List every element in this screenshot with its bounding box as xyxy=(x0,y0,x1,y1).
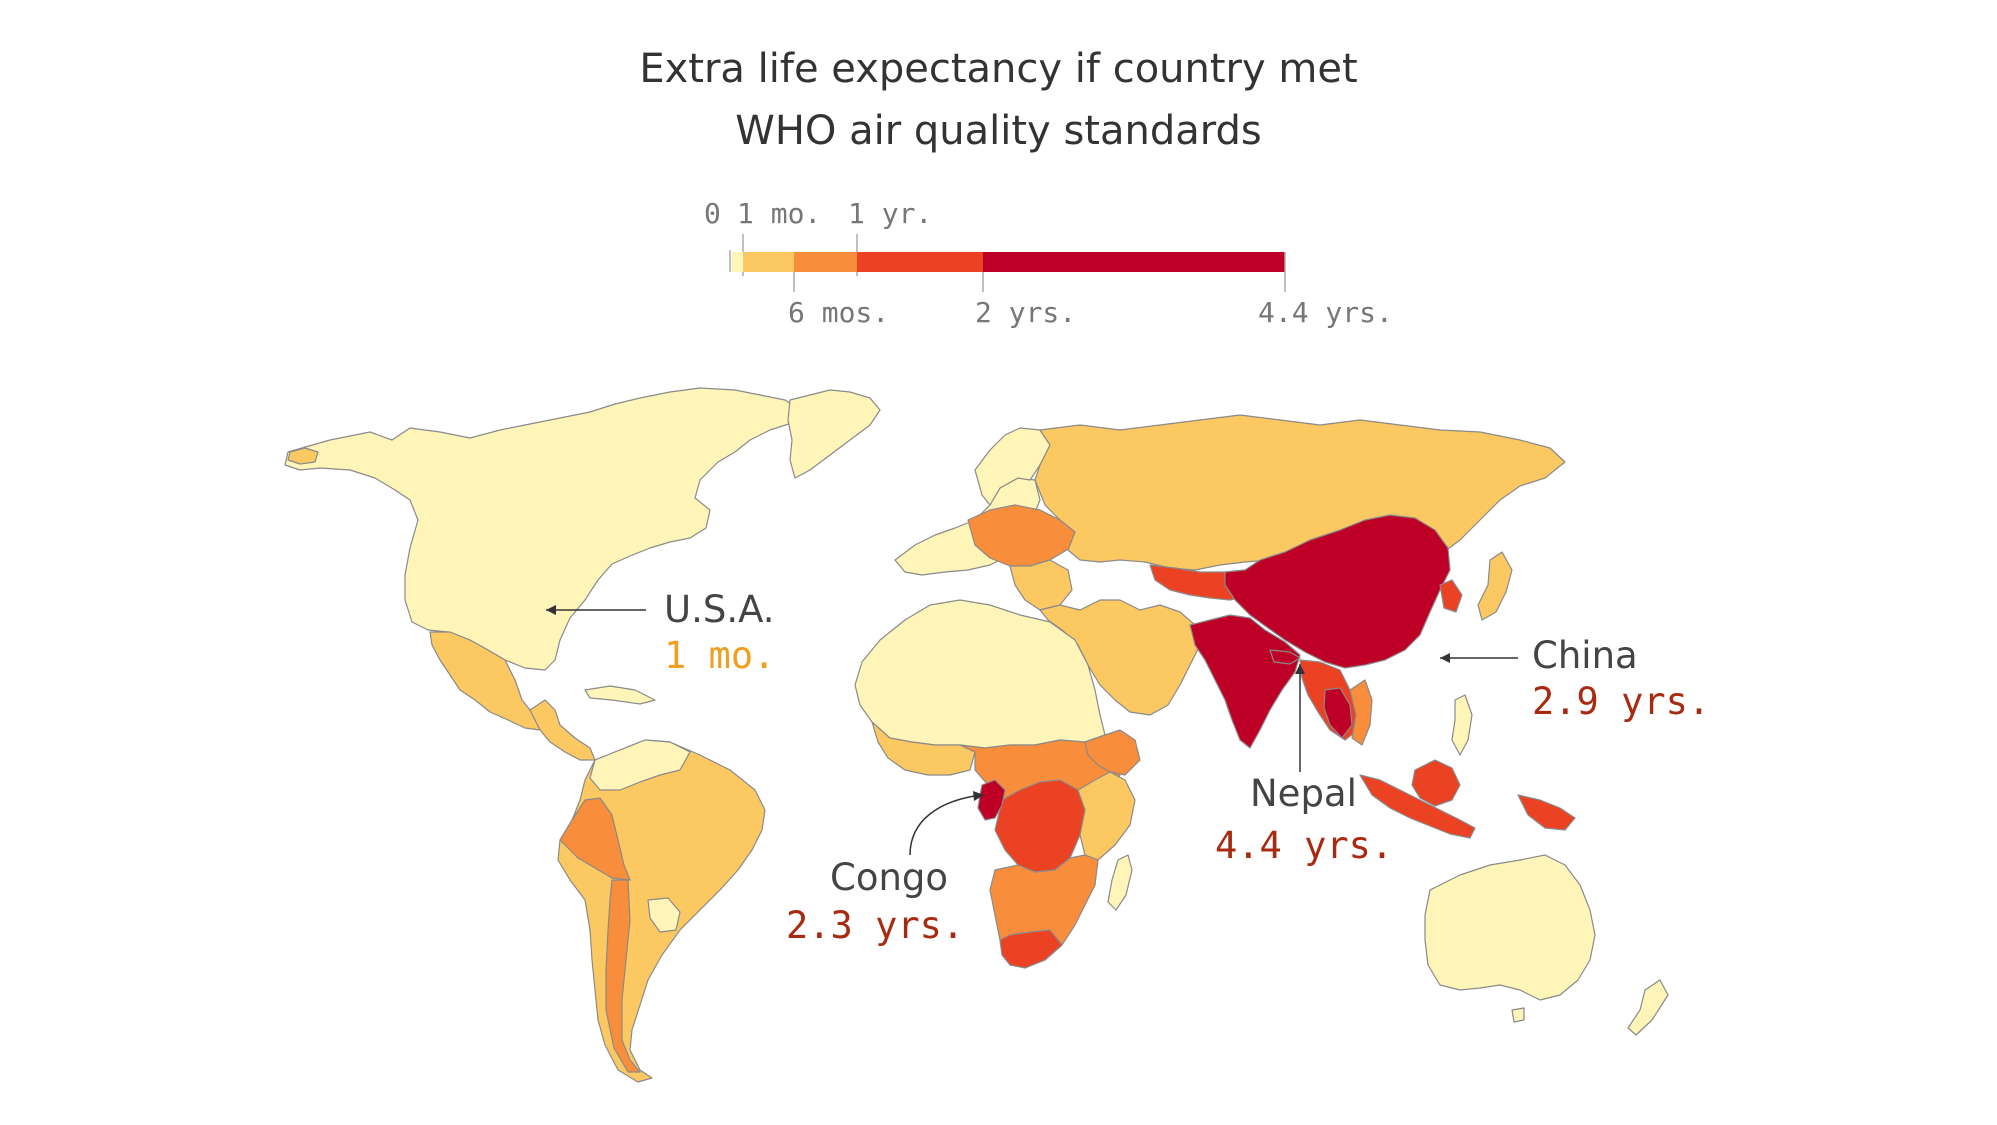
country-east-africa xyxy=(1077,771,1136,861)
country-colombia-venezuela xyxy=(589,739,691,791)
country-balkans xyxy=(1009,559,1073,611)
country-west-africa xyxy=(871,721,976,776)
country-peru xyxy=(559,797,631,881)
country-greenland xyxy=(787,389,881,479)
callout-congo-name: Congo xyxy=(830,856,949,899)
callout-congo-value: 2.3 yrs. xyxy=(786,904,965,947)
callout-usa-name: U.S.A. xyxy=(664,588,775,631)
country-new-guinea xyxy=(1517,794,1576,831)
chart-title: Extra life expectancy if country met WHO… xyxy=(0,38,1997,162)
country-china xyxy=(1224,514,1451,669)
country-madagascar xyxy=(1107,854,1133,911)
callout-nepal-value: 4.4 yrs. xyxy=(1215,824,1394,867)
country-nepal xyxy=(1269,649,1301,665)
legend-label-1mo: 1 mo. xyxy=(737,197,822,230)
country-india xyxy=(1189,614,1301,749)
callout-china-value: 2.9 yrs. xyxy=(1532,680,1711,723)
legend-label-6mos: 6 mos. xyxy=(788,296,890,329)
country-indonesia-west xyxy=(1359,774,1476,839)
country-australia xyxy=(1424,854,1596,1001)
country-thailand xyxy=(1323,687,1353,739)
country-central-america xyxy=(529,699,596,761)
country-vietnam xyxy=(1349,679,1373,746)
country-tasmania xyxy=(1511,1007,1525,1023)
country-north-america xyxy=(284,387,801,671)
callout-china-name: China xyxy=(1532,634,1638,677)
country-cuba xyxy=(584,685,656,705)
country-japan xyxy=(1477,551,1513,621)
country-alaska-east xyxy=(287,447,319,465)
legend-label-2yrs: 2 yrs. xyxy=(975,296,1077,329)
country-borneo xyxy=(1411,759,1461,807)
country-chile xyxy=(605,879,641,1073)
country-korea xyxy=(1439,579,1463,613)
country-south-africa xyxy=(999,929,1063,969)
country-philippines xyxy=(1451,694,1473,756)
legend-label-44yrs: 4.4 yrs. xyxy=(1258,296,1393,329)
callout-nepal-name: Nepal xyxy=(1250,772,1357,815)
country-new-zealand xyxy=(1627,979,1669,1036)
title-line-2: WHO air quality standards xyxy=(735,108,1262,154)
country-paraguay xyxy=(647,897,681,933)
country-ethiopia xyxy=(1084,729,1141,776)
legend-label-1yr: 1 yr. xyxy=(848,197,933,230)
title-line-1: Extra life expectancy if country met xyxy=(639,46,1358,92)
callout-usa-value: 1 mo. xyxy=(664,634,776,677)
country-drc xyxy=(994,779,1086,873)
legend-label-zero: 0 xyxy=(704,197,721,230)
